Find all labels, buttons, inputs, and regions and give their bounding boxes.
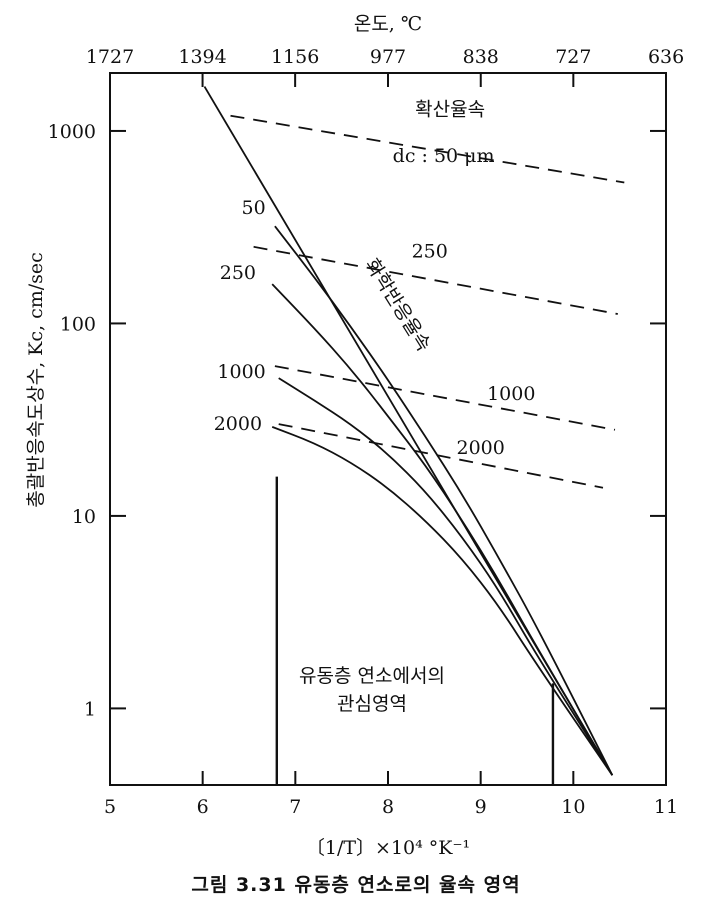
x-axis-title: 〔1/T〕×10⁴ °K⁻¹: [306, 837, 470, 859]
series-lines: [203, 86, 625, 776]
top-tick-label: 977: [370, 46, 406, 68]
solid-series-50: [274, 225, 614, 776]
region-note-line-1: 유동층 연소에서의: [299, 665, 445, 687]
annotation-label: 1000: [217, 361, 265, 383]
axis-tick-labels: 5 6 7 8 9 10 11 1727 1394 1156 977 838 727 636 1 10 100 1…: [48, 46, 685, 818]
solid-series-1000: [278, 377, 614, 776]
dashed-series-1000: [274, 365, 616, 431]
dashed-series-50: [230, 114, 625, 184]
annotation-label: 2000: [456, 437, 504, 459]
top-tick-label: 1156: [271, 46, 319, 68]
solid-series-250: [271, 283, 614, 776]
solid-series-2000: [271, 426, 614, 776]
y-tick-label: 10: [72, 506, 96, 528]
x-tick-label: 7: [289, 796, 301, 818]
x-tick-label: 10: [561, 796, 585, 818]
y-tick-label: 1: [84, 698, 96, 720]
figure-caption: 그림 3.31 유동층 연소로의 율속 영역: [191, 874, 521, 896]
dashed-series-2000: [278, 423, 604, 489]
annotation-label: 50: [242, 197, 266, 219]
top-tick-label: 1727: [86, 46, 134, 68]
top-tick-label: 727: [555, 46, 591, 68]
x-tick-label: 9: [475, 796, 487, 818]
annotation-label: 화학반응율속: [361, 255, 435, 356]
annotation-label: 250: [412, 241, 448, 263]
y-tick-label: 1000: [48, 121, 96, 143]
annotations: 확산율속 dc : 50 μm 화학반응율속 50 250 1000 2000 250 1000…: [214, 99, 536, 459]
top-tick-label: 1394: [178, 46, 226, 68]
annotation-label: dc : 50 μm: [393, 145, 495, 167]
top-tick-label: 636: [648, 46, 684, 68]
top-tick-label: 838: [463, 46, 499, 68]
axis-ticks: [109, 73, 667, 785]
annotation-label: 2000: [214, 413, 262, 435]
region-markers: [275, 476, 555, 785]
x-tick-label: 8: [382, 796, 394, 818]
x-tick-label: 5: [104, 796, 116, 818]
annotation-label: 1000: [487, 383, 535, 405]
region-note-line-2: 관심영역: [337, 693, 407, 715]
dashed-series-250: [253, 245, 618, 315]
y-axis-title: 총괄반응속도상수, Kc, cm/sec: [25, 252, 47, 508]
x-tick-label: 6: [197, 796, 209, 818]
annotation-label: 확산율속: [415, 99, 485, 121]
annotation-label: 250: [220, 262, 256, 284]
x-tick-label: 11: [654, 796, 678, 818]
top-axis-title: 온도, ℃: [354, 13, 422, 35]
y-tick-label: 100: [60, 313, 96, 335]
region-note: 유동층 연소에서의 관심영역: [262, 662, 482, 718]
